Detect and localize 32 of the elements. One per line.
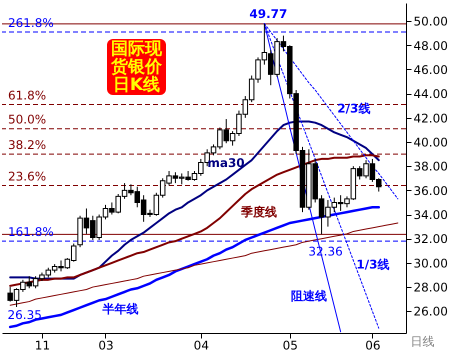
y-tick-label: 34.00 <box>414 208 448 222</box>
x-tick-label: 04 <box>194 338 209 352</box>
y-tick-label: 32.00 <box>414 232 448 246</box>
x-tick-label: 05 <box>282 338 298 352</box>
x-tick-label: 03 <box>98 338 114 352</box>
y-tick-label: 46.00 <box>414 62 448 77</box>
y-tick-label: 30.00 <box>414 256 448 270</box>
annotation: 49.77 <box>249 6 288 21</box>
y-tick-label: 36.00 <box>414 184 448 198</box>
y-tick-label: 38.00 <box>414 160 448 174</box>
y-tick-label: 40.00 <box>414 136 448 150</box>
annotation: 38.2% <box>8 138 46 152</box>
x-tick-label: 11 <box>34 338 50 352</box>
y-tick-label: 50.00 <box>414 14 448 29</box>
series-label: 半年线 <box>102 302 138 316</box>
series-label: ma30 <box>207 156 245 170</box>
x-axis-title: 日线 <box>410 334 434 348</box>
series-label: 阻速线 <box>290 289 327 304</box>
series-label: 2/3线 <box>337 101 370 116</box>
annotation: 26.35 <box>8 308 42 322</box>
x-tick-label: 06 <box>365 338 381 352</box>
y-tick-label: 26.00 <box>414 304 448 319</box>
y-tick-label: 42.00 <box>414 111 448 126</box>
annotation: 23.6% <box>8 170 46 184</box>
text: 国际现货银价日K线 <box>107 39 166 95</box>
y-tick-label: 28.00 <box>414 280 448 295</box>
series-label: 季度线 <box>240 205 277 220</box>
y-tick-label: 48.00 <box>414 38 448 53</box>
y-tick-label: 44.00 <box>414 87 448 102</box>
annotation: 61.8% <box>8 88 46 103</box>
series-label: 1/3线 <box>356 257 390 272</box>
annotation: 50.0% <box>8 112 46 127</box>
